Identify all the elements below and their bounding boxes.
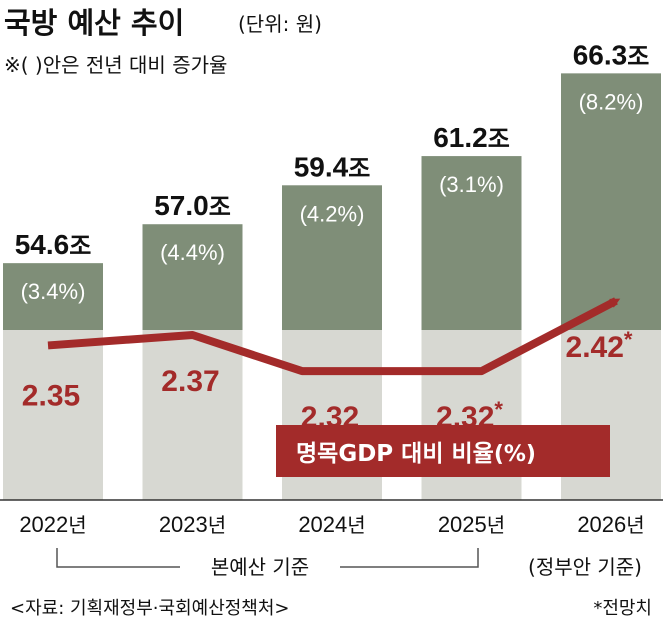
value-label-group: 54.6조 57.0조 59.4조 61.2조 66.3조 <box>15 39 650 260</box>
year-label-2024: 2024년 <box>298 512 365 537</box>
gdp-ratio-legend-box <box>276 425 610 477</box>
source-label: <자료: 기획재정부·국회예산정책처> <box>10 598 290 619</box>
gdp-ratio-label-2022: 2.35 <box>22 379 80 412</box>
growth-label-2022: (3.4%) <box>21 279 86 304</box>
gdp-ratio-line <box>47 297 621 376</box>
gdp-ratio-label-2023: 2.37 <box>161 365 219 398</box>
year-label-group: 2022년 2023년 2024년 2025년 2026년 <box>19 512 644 537</box>
growth-label-group: (3.4%) (4.4%) (4.2%) (3.1%) (8.2%) <box>21 89 644 304</box>
gdp-ratio-legend-label: 명목GDP 대비 비율(%) <box>296 441 536 467</box>
year-label-2026: 2026년 <box>577 512 644 537</box>
bracket-label: 본예산 기준 <box>211 555 309 579</box>
gdp-ratio-label-2026: 2.42* <box>566 327 633 364</box>
year-label-2025: 2025년 <box>438 512 505 537</box>
year-label-2022: 2022년 <box>19 512 86 537</box>
value-label-2024: 59.4조 <box>294 151 371 182</box>
growth-label-2023: (4.4%) <box>160 240 225 265</box>
chart-title: 국방 예산 추이 <box>4 6 184 40</box>
gdp-ratio-legend: 명목GDP 대비 비율(%) <box>276 425 610 477</box>
bar-lower-2022 <box>3 330 103 500</box>
growth-note: ※( )안은 전년 대비 증가율 <box>4 53 227 77</box>
bracket: 본예산 기준 <box>56 548 479 579</box>
value-label-2025: 61.2조 <box>433 122 510 153</box>
value-label-2026: 66.3조 <box>573 39 650 70</box>
growth-label-2025: (3.1%) <box>439 172 504 197</box>
bracket-left-line <box>56 548 180 568</box>
value-label-2022: 54.6조 <box>15 229 92 260</box>
value-label-2023: 57.0조 <box>154 190 231 221</box>
forecast-note: *전망치 <box>593 598 652 619</box>
government-plan-label: (정부안 기준) <box>528 555 642 579</box>
unit-label: (단위: 원) <box>238 12 322 36</box>
bracket-right-line <box>340 548 479 568</box>
year-label-2023: 2023년 <box>159 512 226 537</box>
growth-label-2026: (8.2%) <box>579 89 644 114</box>
bar-lower-2023 <box>142 330 243 500</box>
growth-label-2024: (4.2%) <box>300 201 365 226</box>
